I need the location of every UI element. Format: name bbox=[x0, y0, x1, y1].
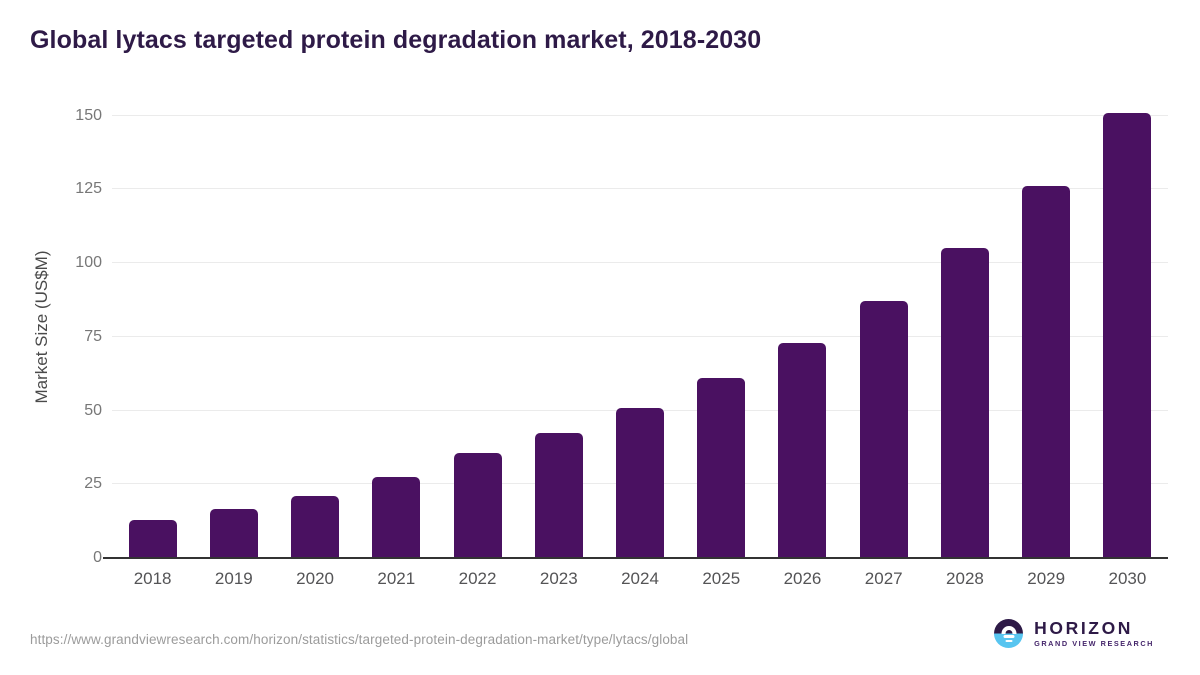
x-tick-label-2028: 2028 bbox=[946, 569, 984, 588]
bars-container: 2018 2019 2020 2021 2022 2023 2024 2025 2026 2027… bbox=[112, 95, 1168, 588]
bar-slot-2027: 2027 bbox=[843, 95, 924, 588]
plot-area: Market Size (US$M) 2018 2019 2020 2021 2022 2… bbox=[32, 95, 1168, 588]
water-reflection-line bbox=[1005, 639, 1013, 642]
bar-2024 bbox=[616, 407, 665, 558]
gridline-125 bbox=[112, 188, 1168, 190]
bar-slot-2030: 2030 bbox=[1087, 95, 1168, 588]
source-url: https://www.grandviewresearch.com/horizo… bbox=[30, 632, 689, 647]
x-tick-label-2025: 2025 bbox=[702, 569, 741, 588]
x-tick-label-2029: 2029 bbox=[1027, 569, 1066, 588]
horizon-logo: HORIZON GRAND VIEW RESEARCH bbox=[994, 619, 1154, 648]
x-tick-label-2030: 2030 bbox=[1108, 569, 1147, 588]
horizon-sun-over-water-icon bbox=[994, 619, 1024, 649]
bar-slot-2019: 2019 bbox=[193, 95, 274, 588]
y-axis-title: Market Size (US$M) bbox=[32, 249, 51, 404]
logo-text: HORIZON GRAND VIEW RESEARCH bbox=[1034, 618, 1154, 649]
bar-2023 bbox=[534, 432, 583, 558]
bar-slot-2028: 2028 bbox=[924, 95, 1005, 588]
chart-title: Global lytacs targeted protein degradati… bbox=[30, 26, 762, 54]
gridline-150 bbox=[112, 114, 1168, 116]
x-axis-baseline bbox=[103, 557, 1168, 559]
bar-slot-2018: 2018 bbox=[112, 95, 193, 588]
bar-2027 bbox=[859, 301, 908, 558]
gridline-100 bbox=[112, 262, 1168, 264]
bar-2028 bbox=[940, 248, 989, 558]
bar-2019 bbox=[209, 509, 258, 558]
bar-2030 bbox=[1103, 112, 1152, 558]
y-tick-label-0: 0 bbox=[93, 549, 102, 566]
bar-slot-2022: 2022 bbox=[437, 95, 518, 588]
water-reflection-line bbox=[1003, 635, 1015, 638]
x-tick-label-2018: 2018 bbox=[133, 569, 172, 588]
bar-2018 bbox=[128, 519, 177, 558]
x-tick-label-2023: 2023 bbox=[539, 569, 578, 588]
y-tick-label-125: 125 bbox=[75, 180, 102, 198]
bar-2025 bbox=[697, 378, 746, 558]
y-tick-label-25: 25 bbox=[84, 475, 102, 493]
bar-slot-2020: 2020 bbox=[274, 95, 355, 588]
y-tick-label-50: 50 bbox=[84, 401, 102, 419]
bar-slot-2029: 2029 bbox=[1006, 95, 1087, 588]
x-tick-label-2027: 2027 bbox=[864, 569, 903, 588]
bar-2022 bbox=[453, 453, 502, 558]
bar-2021 bbox=[372, 476, 421, 558]
bar-slot-2023: 2023 bbox=[518, 95, 599, 588]
x-tick-label-2026: 2026 bbox=[783, 569, 822, 588]
y-tick-label-150: 150 bbox=[75, 106, 102, 124]
x-tick-label-2019: 2019 bbox=[214, 569, 253, 588]
y-tick-label-100: 100 bbox=[75, 254, 102, 272]
logo-wordmark: HORIZON bbox=[1034, 618, 1134, 638]
bar-2020 bbox=[291, 496, 340, 558]
gridline-75 bbox=[112, 335, 1168, 337]
bar-slot-2021: 2021 bbox=[356, 95, 437, 588]
x-tick-label-2021: 2021 bbox=[377, 569, 416, 588]
logo-subtitle: GRAND VIEW RESEARCH bbox=[1034, 639, 1154, 649]
bar-slot-2024: 2024 bbox=[599, 95, 680, 588]
sun-arch-shape bbox=[1001, 625, 1017, 634]
bar-2026 bbox=[778, 342, 827, 558]
bar-2029 bbox=[1022, 186, 1071, 558]
x-tick-label-2024: 2024 bbox=[621, 569, 659, 588]
bar-slot-2026: 2026 bbox=[762, 95, 843, 588]
y-tick-label-75: 75 bbox=[84, 327, 102, 345]
x-tick-label-2022: 2022 bbox=[458, 569, 497, 588]
x-tick-label-2020: 2020 bbox=[296, 569, 334, 588]
bar-slot-2025: 2025 bbox=[681, 95, 762, 588]
